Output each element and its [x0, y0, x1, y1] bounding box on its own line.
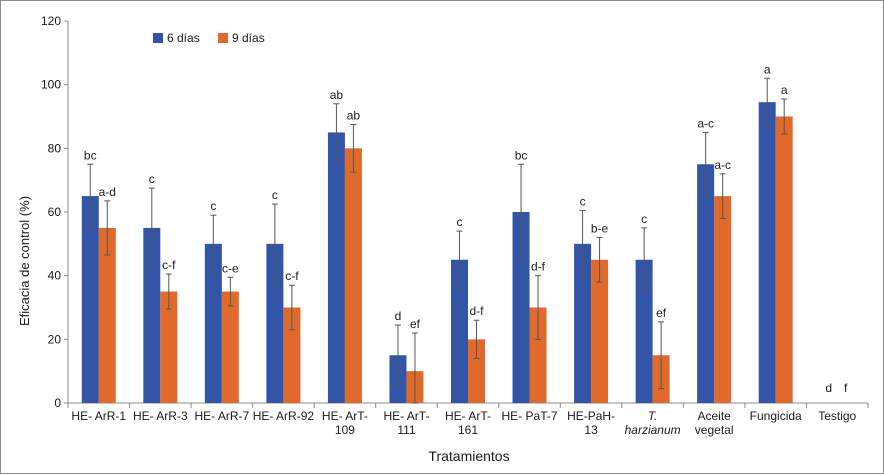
x-tick-label: HE- ArT-: [383, 409, 429, 423]
x-axis-label: Tratamientos: [428, 448, 509, 464]
x-tick-label: HE- ArT-: [445, 409, 491, 423]
y-tick-label: 120: [41, 14, 61, 28]
x-tick-label: 109: [335, 423, 355, 437]
x-tick-label: vegetal: [695, 423, 734, 437]
legend-swatch: [218, 33, 228, 43]
bar: [98, 227, 116, 403]
y-axis-label: Eficacia de control (%): [17, 196, 32, 326]
significance-letter: ab: [330, 88, 344, 102]
x-tick-label: Aceite: [697, 409, 731, 423]
bar: [697, 164, 715, 403]
significance-letter: a: [781, 83, 788, 97]
x-tick-label: 13: [584, 423, 598, 437]
x-tick-label: HE-PaH-: [567, 409, 615, 423]
bar: [591, 259, 609, 403]
bar: [451, 259, 468, 403]
bars-layer: bc c c c ab d c bc c c a-c a d a-d c-f c-e c-f ab ef d-f d-f…: [81, 62, 848, 404]
x-tick-label: Testigo: [818, 409, 856, 423]
x-tick-label: HE- ArR-3: [133, 409, 188, 423]
bar: [143, 227, 161, 403]
legend: 6 días 9 días: [153, 31, 265, 45]
bar: [204, 243, 222, 403]
bar: [468, 339, 485, 403]
significance-letter: ab: [347, 108, 361, 122]
significance-letter: c: [641, 212, 647, 226]
bar: [529, 307, 547, 403]
axes: 0 20 40 60 80 100 120 HE- ArR-1 HE- ArR-3 HE- ArR…: [41, 14, 869, 437]
significance-letter: c: [457, 215, 463, 229]
legend-swatch: [153, 33, 163, 43]
significance-letter: c-f: [162, 258, 176, 272]
x-tick-label: 161: [458, 423, 478, 437]
y-tick-label: 40: [48, 269, 62, 283]
significance-letter: c-e: [222, 261, 239, 275]
x-tick-label: harzianum: [625, 423, 681, 437]
y-tick-label: 20: [48, 332, 62, 346]
x-tick-label: HE- ArT-: [322, 409, 368, 423]
significance-letter: a: [764, 62, 771, 76]
significance-letter: b-e: [591, 221, 609, 235]
significance-letter: c: [272, 188, 278, 202]
significance-letter: a-d: [99, 185, 116, 199]
significance-letter: d-f: [531, 260, 546, 274]
significance-letter: bc: [84, 148, 97, 162]
significance-letter: a-c: [714, 158, 731, 172]
bar: [344, 148, 362, 403]
bar: [81, 196, 99, 403]
significance-letter: f: [844, 381, 848, 395]
x-tick-label: HE- ArR-7: [195, 409, 250, 423]
bar: [714, 196, 732, 403]
significance-letter: d: [395, 309, 402, 323]
legend-label: 9 días: [232, 31, 265, 45]
x-tick-label: HE- ArR-92: [253, 409, 315, 423]
bar: [775, 116, 793, 403]
significance-letter: c: [149, 172, 155, 186]
x-tick-label: Fungicida: [750, 409, 802, 423]
x-tick-label: HE- PaT-7: [502, 409, 558, 423]
bar: [221, 291, 239, 403]
bar: [160, 291, 178, 403]
legend-label: 6 días: [167, 31, 200, 45]
significance-letter: bc: [515, 148, 528, 162]
y-tick-label: 80: [48, 141, 62, 155]
y-tick-label: 100: [41, 78, 61, 92]
significance-letter: d: [825, 381, 832, 395]
significance-letter: c: [580, 194, 586, 208]
bar: [512, 212, 530, 403]
significance-letter: c-f: [285, 269, 299, 283]
significance-letter: ef: [656, 306, 667, 320]
significance-letter: ef: [410, 317, 421, 331]
bar: [758, 102, 776, 404]
significance-letter: c: [210, 199, 216, 213]
x-tick-label: T.: [648, 409, 658, 423]
bar: [635, 259, 653, 403]
y-tick-label: 0: [54, 396, 61, 410]
bar: [574, 243, 592, 403]
significance-letter: a-c: [697, 116, 714, 130]
bar: [283, 307, 301, 403]
x-tick-label: HE- ArR-1: [71, 409, 126, 423]
bar: [266, 243, 284, 403]
significance-letter: d-f: [469, 304, 484, 318]
bar: [327, 132, 345, 403]
x-tick-label: 111: [397, 423, 416, 437]
y-tick-label: 60: [48, 205, 62, 219]
